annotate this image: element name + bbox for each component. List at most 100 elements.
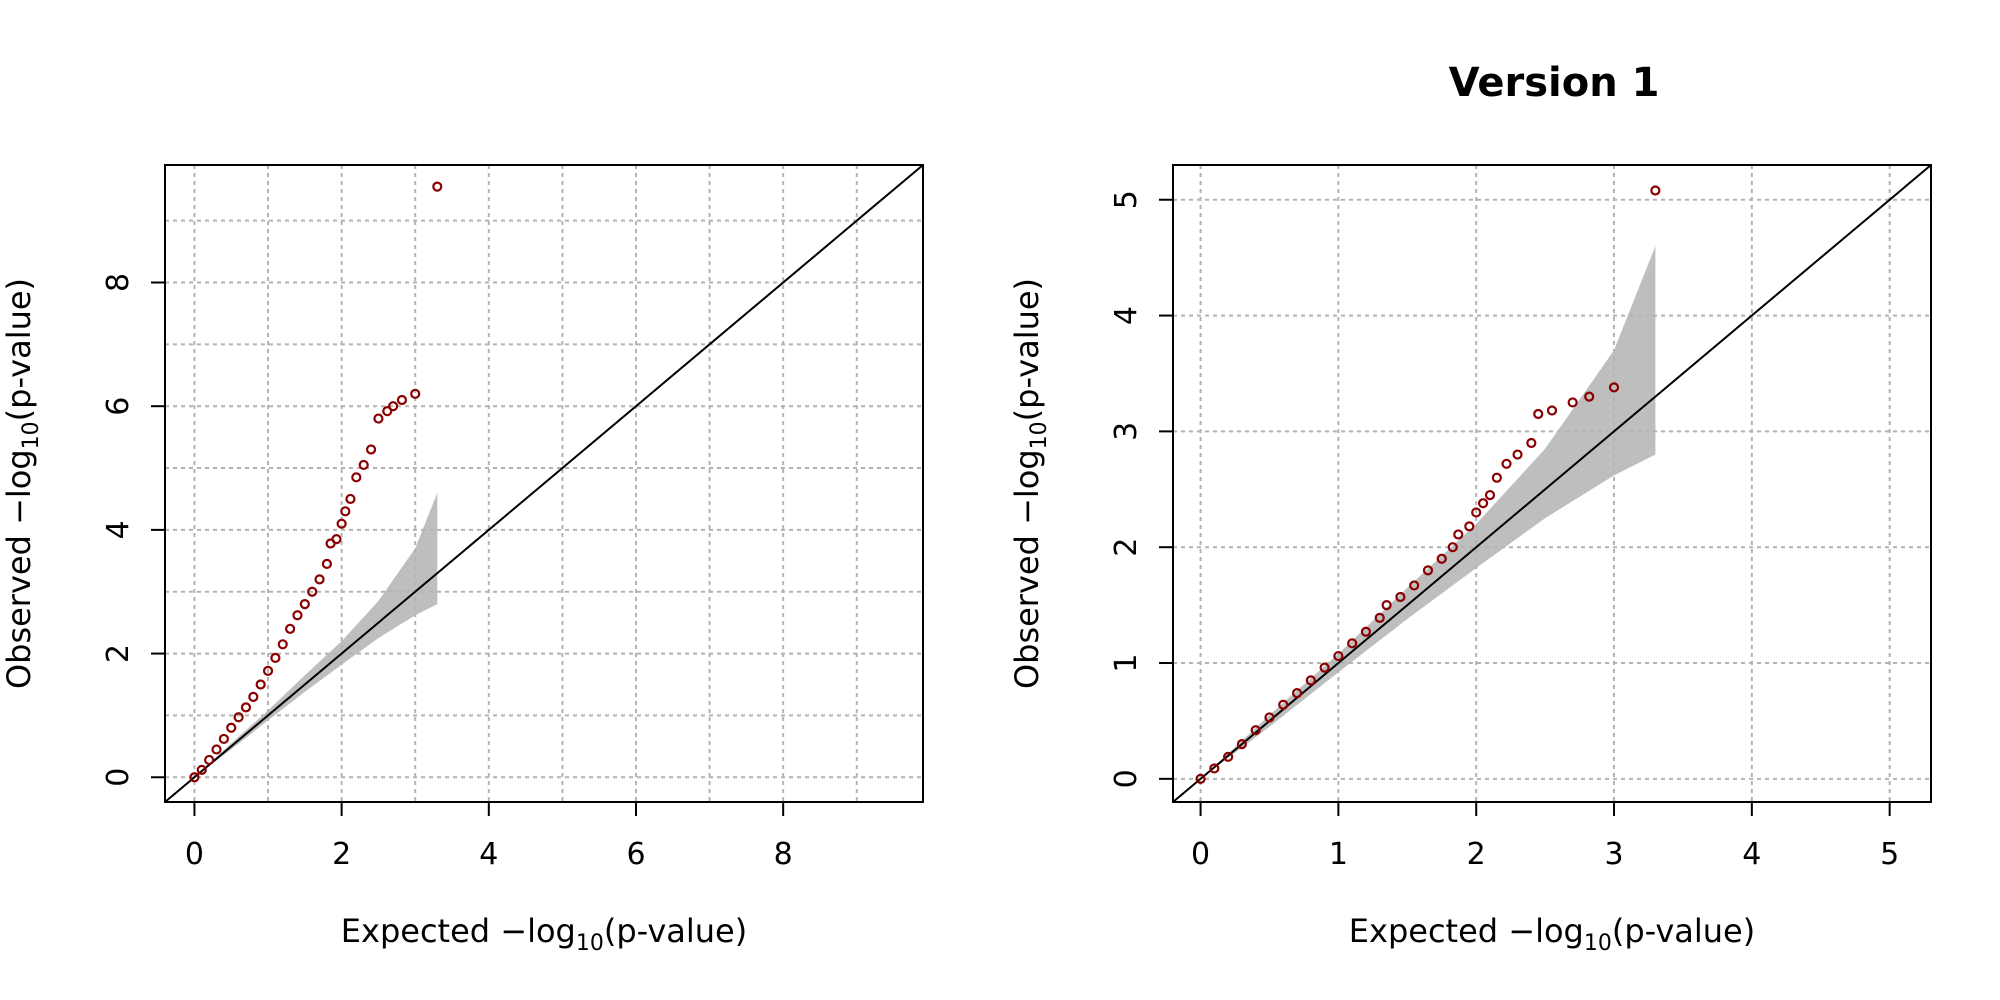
y-tick-label: 2 — [1109, 538, 1144, 557]
x-tick-label: 0 — [185, 837, 204, 872]
reference-line — [164, 164, 924, 803]
data-point — [1491, 472, 1502, 483]
data-point — [196, 764, 207, 775]
data-point — [218, 733, 229, 745]
data-points — [1195, 185, 1661, 784]
y-tick-label: 0 — [1109, 769, 1144, 788]
y-tick-label: 2 — [101, 644, 136, 663]
qq-plot-version-1: Version 1 0 1 2 3 4 5 0 1 2 3 4 5 Expected −log10(… — [1008, 60, 1932, 956]
data-point — [255, 679, 266, 690]
data-point — [270, 652, 281, 664]
data-point — [382, 406, 393, 417]
y-axis: 0 1 2 3 4 5 — [1109, 190, 1173, 788]
data-point — [307, 586, 318, 597]
data-points — [189, 181, 443, 783]
data-point — [365, 444, 377, 455]
x-axis-label: Expected −log10(p-value) — [1349, 912, 1755, 956]
data-point — [321, 558, 333, 569]
y-axis: 0 2 4 6 8 — [101, 273, 165, 787]
y-tick-label: 8 — [101, 273, 136, 292]
data-point — [1347, 638, 1358, 649]
data-point — [396, 394, 408, 406]
y-axis-label: Observed −log10(p-value) — [0, 278, 44, 689]
data-point — [1278, 699, 1289, 710]
data-point — [1484, 489, 1496, 501]
x-tick-label: 3 — [1604, 837, 1623, 872]
data-point — [1546, 405, 1558, 416]
data-point — [1533, 408, 1544, 420]
x-tick-label: 4 — [479, 837, 498, 872]
data-point — [340, 506, 351, 517]
data-point — [1422, 565, 1434, 576]
data-point — [248, 691, 259, 702]
data-point — [299, 598, 310, 610]
data-point — [373, 413, 384, 424]
data-point — [1471, 507, 1482, 518]
data-point — [1236, 738, 1248, 750]
x-tick-label: 8 — [774, 837, 793, 872]
data-point — [1464, 521, 1475, 532]
data-point — [410, 388, 421, 399]
data-point — [1319, 662, 1330, 673]
data-point — [1209, 763, 1220, 774]
x-axis-label: Expected −log10(p-value) — [341, 912, 747, 956]
data-point — [1608, 382, 1620, 393]
data-point — [1333, 650, 1344, 662]
x-tick-label: 5 — [1880, 837, 1899, 872]
y-tick-label: 0 — [101, 768, 136, 787]
data-point — [351, 472, 362, 483]
y-tick-label: 6 — [101, 397, 136, 416]
plot-title: Version 1 — [1449, 60, 1660, 106]
data-point — [292, 610, 303, 621]
data-point — [277, 639, 288, 650]
data-point — [1305, 675, 1316, 686]
x-tick-label: 1 — [1329, 837, 1348, 872]
data-point — [1409, 580, 1420, 591]
data-point — [1436, 553, 1447, 564]
x-tick-label: 4 — [1742, 837, 1761, 872]
data-point — [432, 181, 443, 192]
plot-frame — [164, 164, 924, 803]
data-point — [285, 623, 296, 634]
data-point — [1264, 712, 1275, 723]
x-tick-label: 2 — [1467, 837, 1486, 872]
data-point — [1195, 773, 1206, 784]
y-axis-label: Observed −log10(p-value) — [1008, 278, 1052, 689]
grid — [1173, 165, 1931, 802]
data-point — [226, 722, 237, 733]
data-point — [314, 574, 325, 585]
data-point — [1650, 185, 1661, 196]
data-point — [211, 744, 222, 755]
y-tick-label: 4 — [101, 520, 136, 539]
x-tick-label: 2 — [332, 837, 351, 872]
data-point — [1447, 542, 1458, 553]
data-point — [262, 665, 274, 676]
y-tick-label: 4 — [1109, 306, 1144, 325]
x-axis: 0 2 4 6 8 — [185, 802, 793, 872]
y-tick-label: 1 — [1109, 653, 1144, 672]
data-point — [1501, 458, 1512, 469]
data-point — [1453, 529, 1464, 540]
data-point — [233, 712, 244, 723]
data-point — [388, 401, 399, 412]
data-point — [204, 754, 215, 766]
data-point — [331, 534, 342, 545]
y-tick-label: 3 — [1109, 422, 1144, 441]
data-point — [1381, 600, 1392, 611]
data-point — [345, 493, 356, 505]
data-point — [1223, 751, 1234, 762]
data-point — [1477, 498, 1489, 509]
y-tick-label: 5 — [1109, 190, 1144, 209]
grid — [165, 165, 923, 802]
data-point — [1250, 725, 1261, 736]
data-point — [1291, 688, 1303, 699]
data-point — [1374, 612, 1385, 623]
data-point — [1512, 449, 1523, 460]
data-point — [1526, 437, 1537, 449]
data-point — [1567, 397, 1578, 408]
plot-frame — [1172, 164, 1932, 803]
x-tick-label: 6 — [626, 837, 645, 872]
data-point — [1584, 391, 1595, 402]
